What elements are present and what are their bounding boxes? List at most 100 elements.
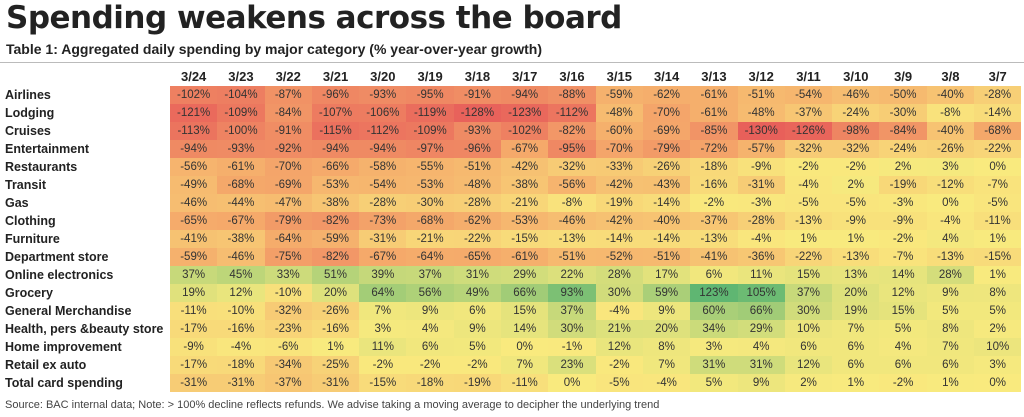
heatmap-cell: -40%	[642, 212, 691, 230]
heatmap-cell: -34%	[264, 356, 312, 374]
column-header: 3/24	[180, 69, 207, 84]
heatmap-cell: -17%	[170, 320, 218, 338]
heatmap-cell: -70%	[595, 140, 643, 158]
heatmap-cell: 0%	[974, 374, 1022, 392]
heatmap-cell: -58%	[359, 158, 407, 176]
heatmap-cell: -40%	[926, 86, 975, 104]
heatmap-cell: -121%	[170, 104, 218, 122]
heatmap-cell: -57%	[737, 140, 785, 158]
heatmap-cell: -109%	[217, 104, 265, 122]
heatmap-cell: -95%	[406, 86, 454, 104]
heatmap-cell: 5%	[453, 338, 502, 356]
heatmap-cell: 1%	[832, 374, 880, 392]
row-label: Total card spending	[5, 376, 123, 390]
heatmap-cell: -94%	[311, 140, 360, 158]
heatmap-cell: 2%	[974, 320, 1022, 338]
column-header: 3/23	[228, 69, 254, 84]
heatmap-cell: -16%	[311, 320, 360, 338]
heatmap-cell: -33%	[595, 158, 643, 176]
heatmap-cell: -3%	[879, 194, 927, 212]
heatmap-cell: 7%	[926, 338, 975, 356]
heatmap-cell: -14%	[642, 194, 691, 212]
heatmap-cell: 15%	[501, 302, 549, 320]
heatmap-cell: 6%	[832, 338, 880, 356]
heatmap-cell: -47%	[264, 194, 312, 212]
heatmap-cell: -61%	[690, 86, 738, 104]
heatmap-cell: -112%	[548, 104, 596, 122]
heatmap-cell: 30%	[784, 302, 833, 320]
column-header: 3/8	[941, 69, 960, 84]
heatmap-cell: -4%	[642, 374, 691, 392]
heatmap-cell: -8%	[926, 104, 975, 122]
heatmap-cell: 21%	[595, 320, 643, 338]
table-row: Airlines -102% -104% -87% -96% -93% -95% -91% -9…	[0, 86, 1022, 104]
heatmap-cell: -64%	[264, 230, 312, 248]
heatmap-cell: -15%	[359, 374, 407, 392]
heatmap-cell: 0%	[926, 194, 975, 212]
heatmap-cell: -98%	[832, 122, 880, 140]
heatmap-cell: -9%	[879, 212, 927, 230]
heatmap-cell: 5%	[974, 302, 1022, 320]
heatmap-cell: -32%	[784, 140, 833, 158]
heatmap-cell: -130%	[737, 122, 785, 140]
heatmap-cell: 15%	[784, 266, 833, 284]
heatmap-cell: -21%	[501, 194, 549, 212]
heatmap-cell: -2%	[879, 374, 927, 392]
column-header: 3/15	[606, 69, 632, 84]
heatmap-cell: 30%	[595, 284, 643, 302]
heatmap-cell: -37%	[784, 104, 833, 122]
heatmap-cell: -87%	[264, 86, 312, 104]
row-label: Entertainment	[5, 142, 90, 156]
heatmap-cell: -25%	[311, 356, 360, 374]
heatmap-cell: 59%	[642, 284, 691, 302]
heatmap-cell: -69%	[264, 176, 312, 194]
heatmap-cell: -2%	[879, 230, 927, 248]
column-header: 3/18	[464, 69, 491, 84]
heatmap-cell: -10%	[264, 284, 312, 302]
heatmap-cell: -6%	[264, 338, 312, 356]
column-header: 3/10	[843, 69, 869, 84]
heatmap-cell: -51%	[548, 248, 596, 266]
heatmap-cell: -2%	[406, 356, 454, 374]
heatmap-cell: -2%	[453, 356, 502, 374]
column-header: 3/20	[370, 69, 396, 84]
heatmap-cell: -40%	[926, 122, 975, 140]
heatmap-cell: -53%	[311, 176, 360, 194]
heatmap-cell: 33%	[264, 266, 312, 284]
heatmap-cell: -123%	[501, 104, 549, 122]
heatmap-cell: -13%	[926, 248, 975, 266]
heatmap-cell: -46%	[548, 212, 596, 230]
heatmap-cell: -92%	[264, 140, 312, 158]
heatmap-cell: -102%	[170, 86, 218, 104]
heatmap-cell: -70%	[264, 158, 312, 176]
heatmap-cell: 9%	[406, 302, 454, 320]
heatmap-cell: 15%	[879, 302, 927, 320]
heatmap-cell: -14%	[642, 230, 691, 248]
heatmap-cell: -94%	[501, 86, 549, 104]
heatmap-cell: -13%	[784, 212, 833, 230]
heatmap-cell: -68%	[406, 212, 454, 230]
heatmap-cell: 10%	[974, 338, 1022, 356]
heatmap-cell: -42%	[595, 176, 643, 194]
table-row: Cruises -113% -100% -91% -115% -112% -109% -93%…	[0, 122, 1022, 140]
heatmap-cell: -13%	[548, 230, 596, 248]
column-header: 3/13	[701, 69, 727, 84]
heatmap-cell: -11%	[974, 212, 1022, 230]
heatmap-cell: -2%	[832, 158, 880, 176]
heatmap-cell: -67%	[501, 140, 549, 158]
heatmap-cell: -11%	[170, 302, 218, 320]
heatmap-cell: -82%	[311, 248, 360, 266]
heatmap-cell: -19%	[879, 176, 927, 194]
heatmap-cell: 4%	[737, 338, 785, 356]
heatmap-cell: -51%	[737, 86, 785, 104]
heatmap-cell: -42%	[501, 158, 549, 176]
heatmap-cell: -94%	[170, 140, 218, 158]
table-row: Total card spending -31% -31% -37% -31% -15% -…	[0, 374, 1022, 392]
heatmap-cell: 20%	[832, 284, 880, 302]
heatmap-cell: 7%	[832, 320, 880, 338]
heatmap-cell: -17%	[170, 356, 218, 374]
heatmap-cell: -82%	[311, 212, 360, 230]
heatmap-cell: 123%	[690, 284, 738, 302]
heatmap-cell: -106%	[359, 104, 407, 122]
heatmap-cell: -5%	[974, 194, 1022, 212]
